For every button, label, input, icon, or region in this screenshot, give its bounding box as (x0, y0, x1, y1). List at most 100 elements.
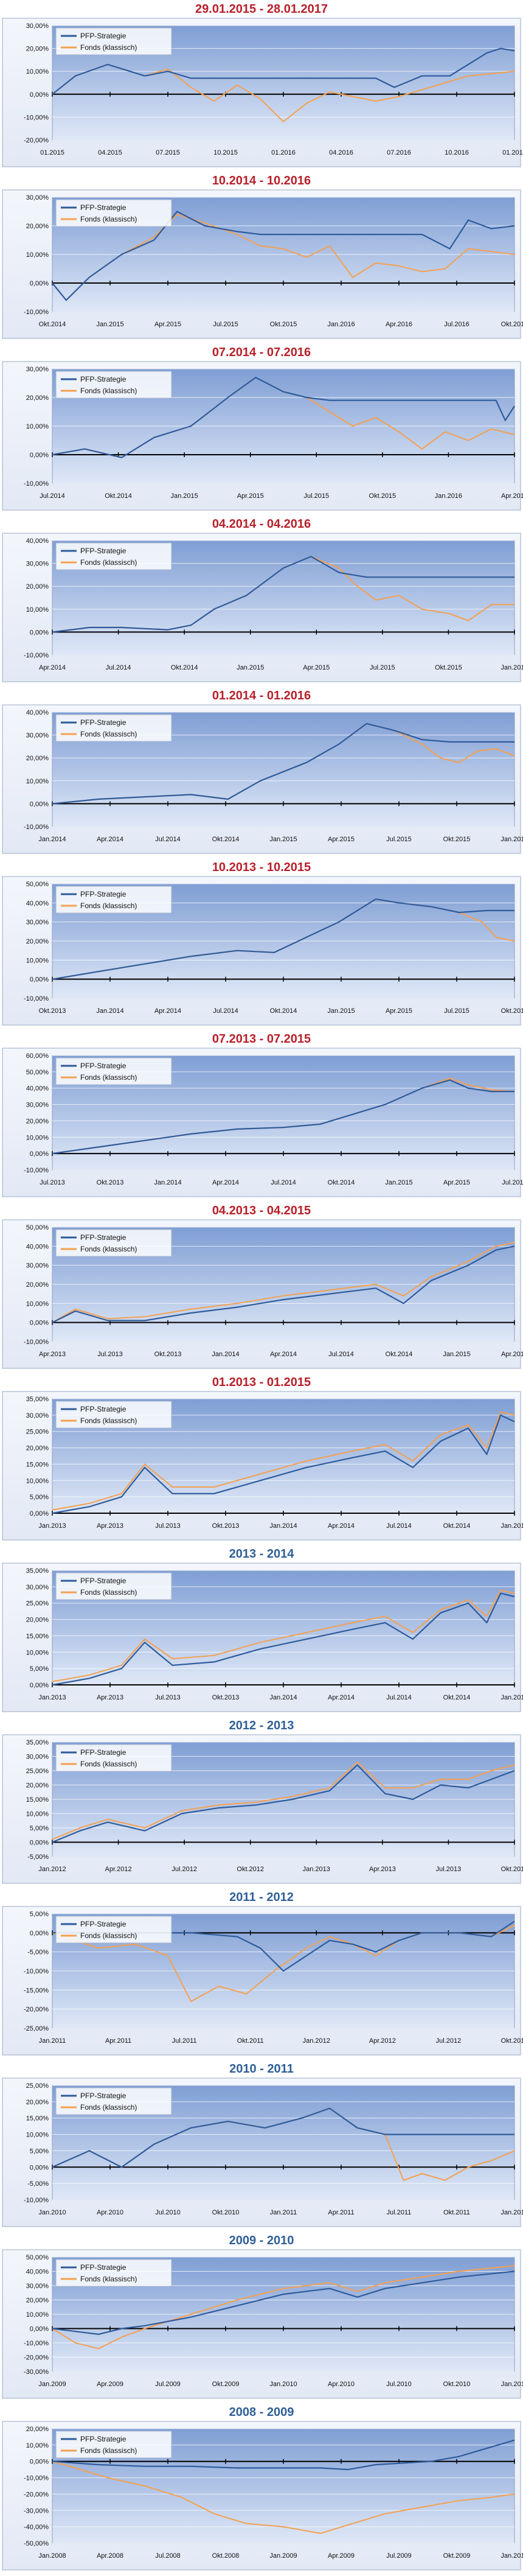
x-tick-label: 01.2015 (40, 149, 64, 156)
x-tick-label: Jul.2015 (303, 492, 329, 500)
x-tick-label: Jul.2013 (155, 1522, 181, 1530)
chart-panel: 01.2013 - 01.2015 0,00% 5,00% 10,00% 15,00% 2… (0, 1373, 523, 1545)
x-tick-label: Apr.2016 (501, 492, 523, 500)
x-tick-label: Jan.2015 (385, 1179, 412, 1186)
y-tick-label: -10,00% (24, 309, 49, 316)
x-tick-label: Okt.2014 (105, 492, 132, 500)
x-tick-label: Apr.2014 (270, 1351, 297, 1358)
series-line-strategy (52, 556, 514, 633)
y-tick-label: 10,00% (26, 2132, 49, 2139)
legend-box (55, 1057, 172, 1085)
y-tick-label: 20,00% (26, 46, 49, 53)
legend-label-strategy: PFP-Strategie (80, 203, 126, 212)
series-line-fund (52, 1761, 515, 1840)
y-tick-label: 5,00% (30, 1665, 49, 1673)
x-tick-label: 01.2016 (271, 149, 296, 156)
x-tick-label: Jan.2011 (501, 2381, 523, 2388)
x-tick-label: Okt.2014 (171, 664, 198, 671)
y-tick-label: 20,00% (26, 2099, 49, 2106)
y-tick-label: 50,00% (26, 2254, 49, 2261)
x-tick-label: Okt.2012 (237, 1866, 264, 1873)
x-tick-label: Apr.2013 (97, 1522, 123, 1530)
x-tick-label: Jul.2016 (444, 321, 469, 328)
y-tick-label: 0,00% (30, 91, 49, 99)
chart-panel: 04.2013 - 04.2015 -10,00% 0,00% 10,00% 20,00… (0, 1202, 523, 1373)
y-tick-label: 0,00% (30, 452, 49, 459)
chart-svg: -10,00% -5,00% 0,00% 5,00% 10,00% 15,00% 20,00… (2, 2077, 523, 2227)
x-tick-label: Apr.2011 (105, 2037, 131, 2045)
y-tick-label: 50,00% (26, 1069, 49, 1076)
legend-label-strategy: PFP-Strategie (80, 1748, 126, 1757)
x-tick-label: 04.2015 (98, 149, 122, 156)
legend-label-strategy: PFP-Strategie (80, 547, 126, 555)
x-tick-label: Okt.2009 (443, 2552, 471, 2560)
y-tick-label: 40,00% (26, 900, 49, 907)
series-line-strategy (52, 1414, 515, 1514)
x-tick-label: Jan.2010 (269, 2381, 297, 2388)
x-tick-label: Apr.2015 (303, 664, 330, 671)
y-tick-label: 5,00% (30, 1825, 49, 1832)
x-tick-label: Jul.2012 (436, 2037, 462, 2045)
x-tick-label: Apr.2016 (386, 321, 412, 328)
x-tick-label: Okt.2014 (443, 1694, 471, 1701)
x-tick-label: 07.2016 (387, 149, 411, 156)
y-tick-label: -10,00% (24, 2475, 49, 2482)
x-tick-label: Jul.2013 (40, 1179, 65, 1186)
y-tick-label: -10,00% (24, 114, 49, 121)
series-line-strategy (52, 1764, 515, 1843)
y-tick-label: -5,00% (27, 2180, 49, 2188)
legend-label-strategy: PFP-Strategie (80, 1405, 126, 1413)
y-tick-label: 30,00% (26, 23, 49, 30)
x-tick-label: Jan.2013 (38, 1694, 66, 1701)
y-tick-label: 10,00% (26, 1134, 49, 1141)
chart-panel: 2012 - 2013 -5,00% 0,00% 5,00% 10,00% 15,00% 2… (0, 1717, 523, 1888)
x-tick-label: Jul.2015 (370, 664, 395, 671)
x-tick-label: Okt.2015 (435, 664, 462, 671)
y-tick-label: 0,00% (30, 629, 49, 636)
y-tick-label: 35,00% (26, 1396, 49, 1403)
series-line-fund (52, 1242, 515, 1323)
chart-panel: 10.2014 - 10.2016 -10,00% 0,00% 10,00% 20,00… (0, 172, 523, 343)
y-tick-label: 0,00% (30, 2326, 49, 2333)
y-tick-label: 30,00% (26, 561, 49, 568)
chart-title: 2009 - 2010 (229, 2234, 294, 2247)
x-tick-label: Jan.2009 (38, 2381, 66, 2388)
y-tick-label: 20,00% (26, 2297, 49, 2305)
y-tick-label: 60,00% (26, 1052, 49, 1060)
y-tick-label: 10,00% (26, 2311, 49, 2319)
y-tick-label: 10,00% (26, 957, 49, 964)
legend-box (55, 714, 172, 742)
series-line-strategy (52, 1245, 515, 1323)
y-tick-label: 30,00% (26, 194, 49, 201)
x-tick-label: 04.2016 (329, 149, 353, 156)
y-tick-label: 15,00% (26, 1796, 49, 1804)
y-tick-label: 10,00% (26, 1477, 49, 1485)
y-tick-label: 0,00% (30, 976, 49, 984)
y-tick-label: 50,00% (26, 881, 49, 888)
chart-svg: -10,00% 0,00% 10,00% 20,00% 30,00% 40,00% Jan.… (2, 704, 523, 854)
x-tick-label: Apr.2008 (97, 2552, 123, 2560)
legend-box (55, 2087, 172, 2115)
legend-label-fund: Fonds (klassisch) (80, 2446, 137, 2455)
legend-box (55, 371, 172, 399)
x-tick-label: Okt.2012 (501, 2037, 523, 2045)
chart-title: 29.01.2015 - 28.01.2017 (195, 2, 328, 16)
y-tick-label: 5,00% (30, 2147, 49, 2155)
x-tick-label: Jul.2013 (97, 1351, 123, 1358)
y-tick-label: 0,00% (30, 1682, 49, 1689)
y-tick-label: 5,00% (30, 1911, 49, 1918)
chart-title: 2008 - 2009 (229, 2406, 294, 2419)
chart-title: 10.2014 - 10.2016 (212, 174, 311, 187)
chart-panel: 04.2014 - 04.2016 -10,00% 0,00% 10,00% 20,00… (0, 515, 523, 687)
chart-svg: -10,00% 0,00% 10,00% 20,00% 30,00% 40,00% 50,0… (2, 1048, 523, 1197)
legend-label-fund: Fonds (klassisch) (80, 43, 137, 52)
series-line-strategy (52, 2270, 515, 2335)
y-tick-label: 10,00% (26, 423, 49, 430)
x-tick-label: Jan.2014 (212, 1351, 239, 1358)
y-tick-label: 40,00% (26, 2269, 49, 2276)
legend-label-fund: Fonds (klassisch) (80, 1931, 137, 1940)
y-tick-label: -10,00% (24, 1968, 49, 1975)
x-tick-label: Jul.2010 (155, 2209, 181, 2216)
legend-box (55, 1916, 172, 1944)
legend-box (55, 199, 172, 227)
